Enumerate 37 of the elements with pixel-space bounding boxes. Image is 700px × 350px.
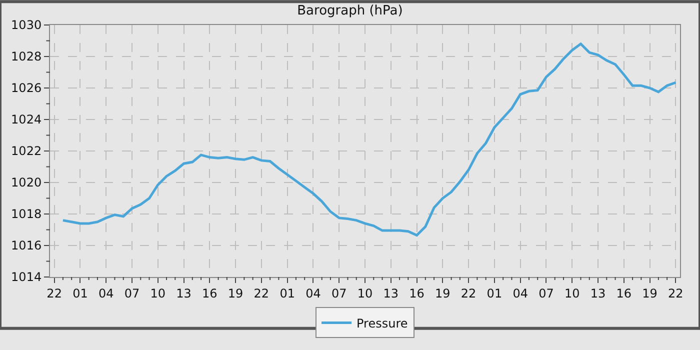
legend-label: Pressure: [356, 316, 408, 330]
y-tick-label: 1016: [11, 238, 42, 253]
x-tick-label: 19: [642, 286, 658, 300]
x-tick-label: 22: [460, 286, 476, 300]
x-tick-label: 04: [98, 286, 114, 300]
y-tick-label: 1022: [11, 144, 42, 158]
x-tick-label: 13: [176, 286, 192, 300]
x-tick-label: 22: [46, 286, 62, 300]
chart-title: Barograph (hPa): [297, 3, 403, 18]
x-tick-label: 22: [254, 286, 270, 300]
y-tick-label: 1020: [11, 176, 42, 190]
y-tick-label: 1026: [11, 81, 42, 96]
y-tick-label: 1028: [11, 50, 42, 64]
x-tick-label: 16: [616, 286, 632, 300]
x-tick-label: 04: [306, 286, 321, 300]
line-series: [62, 42, 677, 237]
x-tick-label: 13: [383, 286, 399, 300]
x-tick-label: 07: [538, 286, 554, 300]
x-tick-label: 19: [228, 286, 244, 300]
x-tick-label: 07: [331, 286, 347, 300]
y-tick-label: 1024: [11, 112, 42, 127]
x-tick-label: 07: [124, 286, 140, 300]
x-tick-label: 01: [72, 286, 88, 300]
x-tick-label: 04: [512, 286, 528, 300]
x-tick-label: 10: [564, 286, 580, 300]
y-tick-label: 1014: [11, 270, 42, 284]
y-tick-label: 1018: [11, 207, 42, 222]
x-tick-label: 13: [590, 286, 606, 300]
y-tick-label: 1030: [11, 18, 42, 32]
x-tick-label: 10: [150, 286, 166, 300]
x-tick-label: 16: [409, 286, 424, 300]
x-tick-label: 01: [280, 286, 295, 300]
x-tick-label: 22: [668, 286, 684, 300]
x-tick-label: 01: [486, 286, 502, 300]
x-tick-label: 10: [357, 286, 373, 300]
x-tick-label: 19: [435, 286, 450, 300]
x-tick-label: 16: [202, 286, 218, 300]
